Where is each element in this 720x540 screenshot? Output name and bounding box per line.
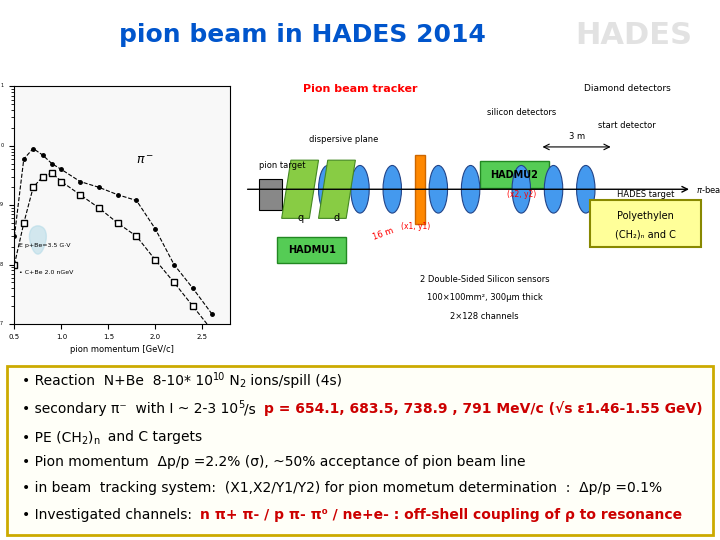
Ellipse shape <box>383 165 402 213</box>
Text: (x2, y2): (x2, y2) <box>507 190 536 199</box>
Bar <box>415 155 425 224</box>
Text: 2: 2 <box>240 379 246 389</box>
Text: ): ) <box>88 430 93 444</box>
Text: n: n <box>93 436 99 446</box>
Text: p = 654.1, 683.5, 738.9 , 791 MeV/c (√s ε1.46-1.55 GeV): p = 654.1, 683.5, 738.9 , 791 MeV/c (√s … <box>264 401 703 416</box>
Text: Pion beam tracker: Pion beam tracker <box>302 84 418 94</box>
Text: 16 m: 16 m <box>372 226 395 241</box>
Text: 3 m: 3 m <box>569 132 585 141</box>
Text: 2 Double-Sided Silicon sensors: 2 Double-Sided Silicon sensors <box>420 275 549 284</box>
Text: Polyethylen: Polyethylen <box>617 211 674 221</box>
Ellipse shape <box>318 165 337 213</box>
Ellipse shape <box>462 165 480 213</box>
Text: and C targets: and C targets <box>99 430 202 444</box>
Text: 100×100mm², 300μm thick: 100×100mm², 300μm thick <box>426 293 542 302</box>
Ellipse shape <box>351 165 369 213</box>
X-axis label: pion momentum [GeV/c]: pion momentum [GeV/c] <box>71 345 174 354</box>
Text: (CH₂)ₙ and C: (CH₂)ₙ and C <box>616 230 676 239</box>
Ellipse shape <box>544 165 563 213</box>
Text: • in beam  tracking system:  (X1,X2/Y1/Y2) for pion mometum determination  :  Δp: • in beam tracking system: (X1,X2/Y1/Y2)… <box>22 481 662 495</box>
Text: • Reaction  N+Be  8-10* 10: • Reaction N+Be 8-10* 10 <box>22 374 212 388</box>
Text: E p+Be=3.5 G·V: E p+Be=3.5 G·V <box>19 242 71 248</box>
Text: Diamond detectors: Diamond detectors <box>584 84 670 93</box>
Text: • Pion momentum  Δp/p =2.2% (σ), ~50% acceptance of pion beam line: • Pion momentum Δp/p =2.2% (σ), ~50% acc… <box>22 455 525 469</box>
Text: ions/spill (4s): ions/spill (4s) <box>246 374 342 388</box>
Text: N: N <box>225 374 240 388</box>
Text: q: q <box>297 213 303 223</box>
Text: 5: 5 <box>238 401 244 410</box>
Text: (x1, y1): (x1, y1) <box>400 222 430 231</box>
Text: d: d <box>334 213 340 223</box>
Text: • PE (CH: • PE (CH <box>22 430 81 444</box>
Text: dispersive plane: dispersive plane <box>310 134 379 144</box>
Text: $\pi^-$: $\pi^-$ <box>137 154 155 167</box>
Bar <box>258 179 282 211</box>
Text: • secondary π⁻  with I ~ 2-3 10: • secondary π⁻ with I ~ 2-3 10 <box>22 402 238 416</box>
Text: HADES target: HADES target <box>617 190 675 199</box>
FancyBboxPatch shape <box>590 200 701 247</box>
Ellipse shape <box>512 165 531 213</box>
Text: 10: 10 <box>212 372 225 382</box>
Text: HADMU1: HADMU1 <box>288 245 336 255</box>
Bar <box>277 237 346 264</box>
Text: pion beam in HADES 2014: pion beam in HADES 2014 <box>119 23 486 47</box>
Text: • C+Be 2.0 nGeV: • C+Be 2.0 nGeV <box>19 270 73 275</box>
Text: 2×128 channels: 2×128 channels <box>450 312 518 321</box>
Bar <box>480 161 549 188</box>
Text: n π+ π- / p π- π⁰ / ne+e- : off-shell coupling of ρ to resonance: n π+ π- / p π- π⁰ / ne+e- : off-shell co… <box>200 508 683 522</box>
Text: 2: 2 <box>81 436 88 446</box>
Ellipse shape <box>577 165 595 213</box>
Text: /s: /s <box>244 402 264 416</box>
Ellipse shape <box>429 165 448 213</box>
Text: HADMU2: HADMU2 <box>490 170 539 180</box>
FancyBboxPatch shape <box>7 366 713 535</box>
Text: $\pi$-beam: $\pi$-beam <box>696 184 720 195</box>
Polygon shape <box>282 160 318 218</box>
Text: start detector: start detector <box>598 122 656 131</box>
Ellipse shape <box>30 226 46 254</box>
Text: silicon detectors: silicon detectors <box>487 108 556 117</box>
Text: pion target: pion target <box>258 161 305 170</box>
Text: HADES: HADES <box>575 21 692 50</box>
Text: • Investigated channels:: • Investigated channels: <box>22 508 200 522</box>
Polygon shape <box>318 160 356 218</box>
